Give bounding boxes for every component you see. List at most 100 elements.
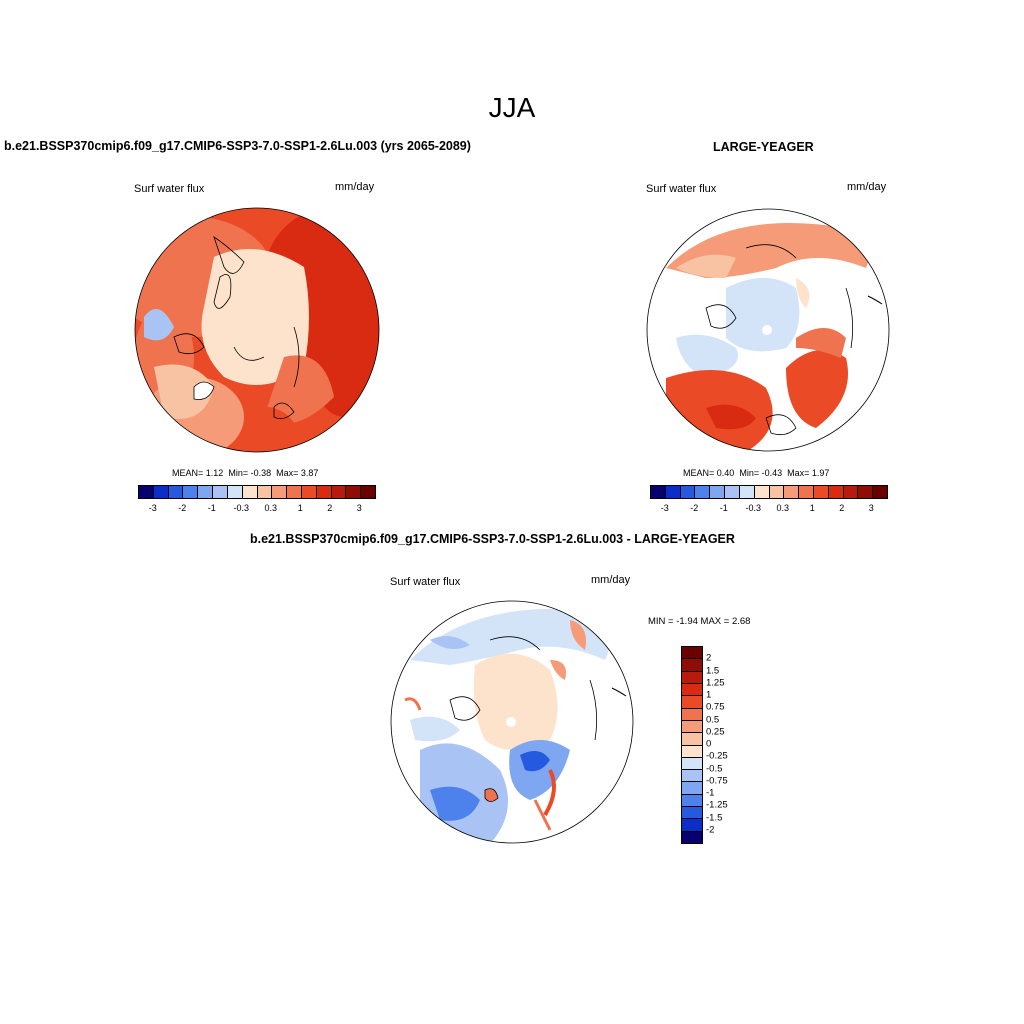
panel1-colorbar-tick: -3 [148, 503, 157, 513]
panel3-units: mm/day [591, 574, 631, 586]
panel2-polar-map [646, 208, 890, 452]
panel2-colorbar-box [828, 486, 844, 498]
panel3-colorbar-tick: 2 [706, 652, 712, 664]
panel2-colorbar-tick: -3 [660, 503, 669, 513]
panel2-colorbar [650, 485, 888, 499]
panel3-colorbar-tick: 1 [706, 689, 712, 701]
panel3-colorbar-box [682, 819, 702, 832]
panel1-colorbar-box [227, 486, 243, 498]
panel3-colorbar-box [682, 671, 702, 684]
panel2-colorbar-tick: 3 [868, 503, 874, 513]
panel2-colorbar-tick: 1 [809, 503, 815, 513]
panel2-mean-label: MEAN= [683, 468, 715, 478]
panel3-colorbar-tick: 0.5 [706, 714, 720, 725]
panel1-colorbar-box [316, 486, 332, 498]
panel1-colorbar-box [257, 486, 273, 498]
panel3-colorbar-box [682, 745, 702, 758]
panel1-max-label: Max= [276, 468, 299, 478]
panel1-colorbar-tick: 2 [327, 503, 333, 513]
panel1-colorbar-box [153, 486, 169, 498]
panel1-title: b.e21.BSSP370cmip6.f09_g17.CMIP6-SSP3-7.… [4, 139, 471, 153]
panel3-colorbar-tick: 0 [706, 738, 712, 750]
panel1-colorbar-box [346, 486, 362, 498]
panel1-colorbar-box [301, 486, 317, 498]
panel1-colorbar-box [198, 486, 214, 498]
panel3-colorbar-box [682, 720, 702, 734]
panel2-colorbar-box [769, 486, 785, 498]
panel1-colorbar-box [183, 486, 199, 498]
panel2-colorbar-box [858, 486, 874, 498]
panel3-polar-map [390, 600, 634, 844]
panel1-mean-label: MEAN= [172, 468, 204, 478]
panel2-min: -0.43 [761, 468, 783, 478]
panel3-colorbar-tick: -0.25 [706, 750, 728, 762]
panel2-colorbar-box [813, 486, 829, 498]
panel1-colorbar-tick: 3 [356, 503, 362, 513]
panel3-colorbar-tick: 0.25 [706, 726, 725, 738]
panel1-polar-map [134, 207, 380, 453]
panel3-colorbar-box [682, 831, 702, 843]
panel1-colorbar-box [331, 486, 347, 498]
panel1-colorbar-tick: -2 [178, 503, 187, 513]
panel3-minmax: MIN = -1.94 MAX = 2.68 [648, 616, 751, 627]
panel3-colorbar-box [682, 733, 702, 746]
panel1-variable: Surf water flux [134, 183, 205, 195]
panel3-colorbar-box [682, 770, 702, 783]
panel1-colorbar-tick: -1 [207, 503, 216, 513]
panel3-colorbar-box [682, 659, 702, 672]
panel3-colorbar-tick: -0.5 [706, 763, 723, 774]
panel1-colorbar [138, 485, 376, 499]
panel1-colorbar-box [361, 486, 375, 498]
panel2-colorbar-box [799, 486, 814, 498]
panel3-colorbar-box [682, 757, 702, 771]
panel2-colorbar-tick: -1 [719, 503, 728, 513]
panel3-variable: Surf water flux [390, 576, 461, 588]
panel1-colorbar-box [168, 486, 184, 498]
panel2-colorbar-tick: 2 [839, 503, 845, 513]
panel2-colorbar-box [665, 486, 681, 498]
panel3-title: b.e21.BSSP370cmip6.f09_g17.CMIP6-SSP3-7.… [250, 532, 735, 546]
panel1-colorbar-box [242, 486, 258, 498]
panel3-colorbar-box [682, 708, 702, 721]
panel1-stats: MEAN= 1.12 Min= -0.38 Max= 3.87 [172, 468, 318, 478]
panel3-colorbar-tick: -1.25 [706, 799, 728, 811]
panel3-colorbar-box [682, 794, 702, 808]
panel2-colorbar-box [739, 486, 755, 498]
panel1-colorbar-ticks: -3 -2 -1 -0.3 0.3 1 2 3 [138, 503, 374, 515]
panel3-colorbar-tick: -0.75 [706, 775, 728, 787]
panel3-colorbar-tick: -1.5 [706, 812, 723, 823]
panel1-units: mm/day [335, 181, 375, 193]
panel2-min-label: Min= [739, 468, 760, 478]
panel3-colorbar-box [682, 807, 702, 820]
panel2-colorbar-box [695, 486, 711, 498]
panel3-colorbar-box [682, 782, 702, 795]
panel1-colorbar-box [213, 486, 228, 498]
panel2-colorbar-ticks: -3 -2 -1 -0.3 0.3 1 2 3 [650, 503, 886, 515]
panel1-min-label: Min= [228, 468, 249, 478]
figure-title: JJA [488, 92, 536, 123]
panel3-colorbar [681, 646, 703, 844]
panel1-mean: 1.12 [205, 468, 224, 478]
panel2-variable: Surf water flux [646, 183, 717, 195]
panel2-colorbar-box [784, 486, 800, 498]
panel3-colorbar-tick: 0.75 [706, 701, 725, 713]
panel3-colorbar-box [682, 683, 702, 697]
panel2-colorbar-tick: -2 [690, 503, 699, 513]
panel3-colorbar-tick: -2 [706, 824, 715, 836]
panel2-colorbar-box [754, 486, 770, 498]
panel2-colorbar-tick: 0.3 [776, 503, 790, 513]
panel2-colorbar-box [710, 486, 726, 498]
panel1-colorbar-box [272, 486, 288, 498]
panel2-colorbar-tick: -0.3 [745, 503, 762, 513]
panel3-colorbar-tick: 1.25 [706, 677, 725, 689]
panel3-colorbar-ticks: 2 1.5 1.25 1 0.75 0.5 0.25 0 -0.25 -0.5 -0.75 -1 -1.… [706, 646, 746, 842]
panel2-colorbar-box [843, 486, 859, 498]
panel3-colorbar-box [682, 696, 702, 709]
panel1-colorbar-box [287, 486, 302, 498]
panel2-max-label: Max= [787, 468, 810, 478]
panel2-colorbar-box [680, 486, 696, 498]
panel2-stats: MEAN= 0.40 Min= -0.43 Max= 1.97 [683, 468, 829, 478]
panel2-colorbar-box [651, 486, 666, 498]
panel2-title: LARGE-YEAGER [713, 140, 814, 154]
panel3-colorbar-tick: -1 [706, 787, 715, 799]
